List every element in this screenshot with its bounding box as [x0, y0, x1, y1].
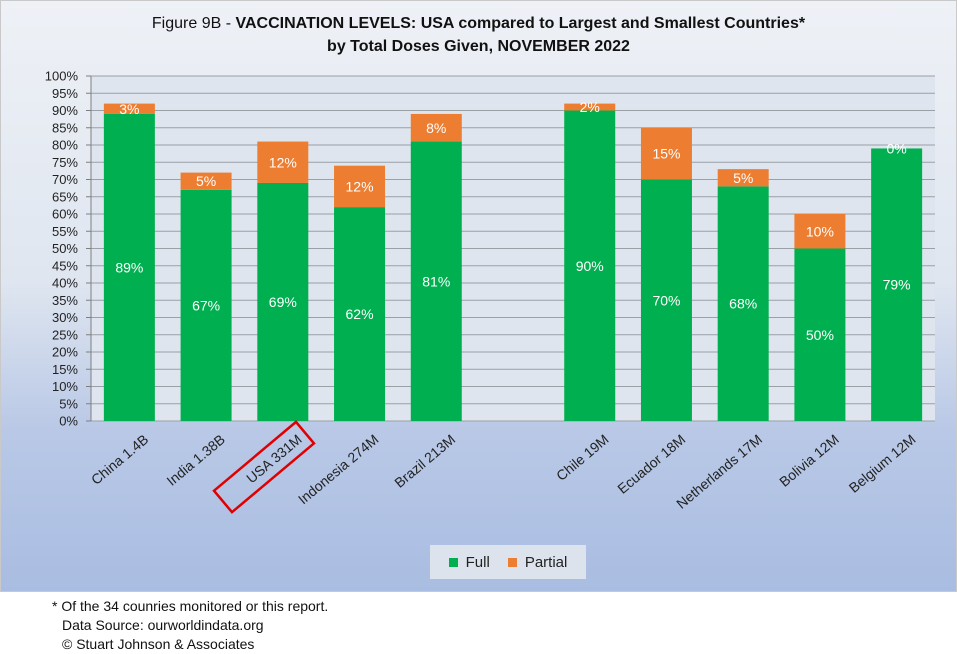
bar-partial: [564, 103, 616, 111]
y-tick-label: 45%: [52, 258, 78, 273]
data-label-partial: 10%: [806, 223, 834, 239]
y-tick-label: 90%: [52, 103, 78, 118]
x-category-label: Ecuador 18M: [614, 431, 688, 497]
data-label-full: 67%: [192, 297, 220, 313]
y-tick-label: 20%: [52, 345, 78, 360]
x-category-label: China 1.4B: [88, 431, 151, 488]
y-tick-label: 80%: [52, 138, 78, 153]
legend-item-partial: Partial: [507, 553, 568, 571]
highlight-box: [212, 420, 316, 514]
data-label-full: 68%: [729, 296, 757, 312]
data-label-partial: 0%: [887, 140, 907, 156]
data-label-partial: 5%: [733, 170, 753, 186]
y-tick-label: 100%: [45, 69, 79, 84]
chart-svg: 0% 5% 10% 15% 20% 25% 30% 35% 40% 45% 50% 55% 60% 65%…: [45, 69, 935, 514]
y-tick-label: 30%: [52, 310, 78, 325]
y-tick-label: 5%: [59, 396, 78, 411]
bar-full: [103, 113, 155, 421]
bar-partial: [640, 127, 692, 180]
title-prefix: Figure 9B -: [151, 15, 236, 32]
bar-partial: [334, 165, 386, 208]
bar-partial: [717, 169, 769, 187]
footnote-copyright: © Stuart Johnson & Associates: [62, 636, 255, 652]
y-tick-label: 50%: [52, 241, 78, 256]
x-category-label: Bolivia 12M: [776, 431, 842, 490]
footnote-source: Data Source: ourworldindata.org: [62, 617, 264, 633]
data-label-partial: 3%: [119, 101, 139, 117]
chart-title: Figure 9B - VACCINATION LEVELS: USA comp…: [0, 12, 957, 58]
y-tick-label: 65%: [52, 189, 78, 204]
data-label-full: 89%: [115, 259, 143, 275]
data-label-partial: 8%: [426, 120, 446, 136]
data-label-full: 79%: [883, 277, 911, 293]
bar-partial: [180, 172, 232, 190]
x-category-label: Brazil 213M: [391, 431, 458, 491]
y-tick-label: 85%: [52, 120, 78, 135]
bar-full: [257, 182, 309, 421]
data-label-full: 70%: [652, 292, 680, 308]
y-tick-label: 25%: [52, 327, 78, 342]
y-tick-label: 55%: [52, 224, 78, 239]
x-category-label: India 1.38B: [163, 431, 228, 489]
y-tick-label: 60%: [52, 207, 78, 222]
data-label-partial: 12%: [269, 154, 297, 170]
bar-full: [334, 207, 386, 421]
y-tick-label: 35%: [52, 293, 78, 308]
data-label-partial: 15%: [652, 146, 680, 162]
legend-swatch-full: [448, 557, 458, 567]
bar-full: [871, 148, 923, 421]
legend-label-partial: Partial: [524, 553, 568, 571]
data-label-full: 69%: [269, 294, 297, 310]
title-bold: VACCINATION LEVELS: USA compared to Larg…: [235, 15, 806, 32]
data-label-full: 62%: [346, 306, 374, 322]
legend: Full Partial: [430, 545, 586, 579]
y-tick-label: 15%: [52, 362, 78, 377]
legend-swatch-partial: [507, 557, 517, 567]
footnote-note: * Of the 34 counries monitored or this r…: [52, 598, 329, 614]
bar-partial: [794, 214, 846, 249]
legend-item-full: Full: [448, 553, 490, 571]
bar-partial: [103, 103, 155, 114]
bar-full: [180, 189, 232, 421]
title-line2: by Total Doses Given, NOVEMBER 2022: [327, 38, 630, 55]
y-tick-label: 40%: [52, 276, 78, 291]
x-category-label: Indonesia 274M: [295, 431, 382, 507]
bar-full: [564, 110, 616, 421]
x-category-label: Belgium 12M: [846, 431, 919, 496]
data-label-full: 50%: [806, 327, 834, 343]
footnotes: * Of the 34 counries monitored or this r…: [52, 597, 328, 654]
x-category-label: Chile 19M: [553, 431, 612, 484]
bar-full: [640, 179, 692, 421]
bar-full: [410, 141, 462, 422]
y-tick-label: 75%: [52, 155, 78, 170]
data-label-partial: 12%: [346, 178, 374, 194]
legend-label-full: Full: [465, 553, 490, 571]
y-tick-label: 0%: [59, 414, 78, 429]
data-label-partial: 2%: [580, 99, 600, 115]
data-label-full: 81%: [422, 273, 450, 289]
y-tick-label: 95%: [52, 86, 78, 101]
bar-full: [794, 248, 846, 421]
data-label-full: 90%: [576, 258, 604, 274]
bar-partial: [410, 113, 462, 142]
y-tick-label: 10%: [52, 379, 78, 394]
bar-full: [717, 186, 769, 421]
y-tick-label: 70%: [52, 172, 78, 187]
data-label-partial: 5%: [196, 173, 216, 189]
bar-partial: [257, 141, 309, 183]
